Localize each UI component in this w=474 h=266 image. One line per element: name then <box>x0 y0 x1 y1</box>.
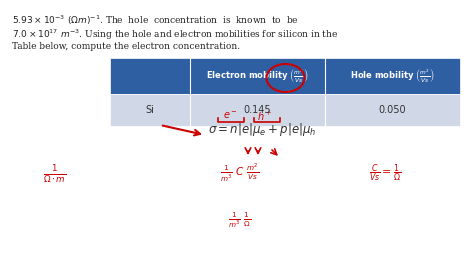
Text: 0.050: 0.050 <box>379 105 406 115</box>
Text: $\frac{C}{Vs} = \frac{1}{\Omega}$: $\frac{C}{Vs} = \frac{1}{\Omega}$ <box>369 163 401 185</box>
Text: $\frac{1}{m^3}\ \frac{1}{\Omega}$: $\frac{1}{m^3}\ \frac{1}{\Omega}$ <box>228 210 252 230</box>
Text: $h^+$: $h^+$ <box>257 110 273 123</box>
Text: $\sigma = n|e|\mu_e + p|e|\mu_h$: $\sigma = n|e|\mu_e + p|e|\mu_h$ <box>208 122 317 139</box>
Text: $e^-$: $e^-$ <box>223 110 237 121</box>
Text: Si: Si <box>146 105 155 115</box>
Text: $\frac{1}{m^3}\ C\ \frac{m^2}{Vs}$: $\frac{1}{m^3}\ C\ \frac{m^2}{Vs}$ <box>220 163 259 184</box>
Text: Table below, compute the electron concentration.: Table below, compute the electron concen… <box>12 42 240 51</box>
Text: $\frac{1}{\Omega \cdot m}$: $\frac{1}{\Omega \cdot m}$ <box>43 163 67 185</box>
FancyBboxPatch shape <box>110 94 460 126</box>
Text: 0.145: 0.145 <box>244 105 271 115</box>
Text: $7.0 \times 10^{17}\ m^{-3}$. Using the hole and electron mobilities for silicon: $7.0 \times 10^{17}\ m^{-3}$. Using the … <box>12 28 338 42</box>
Text: Hole mobility $\left(\frac{m^2}{Vs}\right)$: Hole mobility $\left(\frac{m^2}{Vs}\righ… <box>350 67 435 85</box>
FancyBboxPatch shape <box>110 58 460 94</box>
Text: Electron mobility $\left(\frac{m^2}{Vs}\right)$: Electron mobility $\left(\frac{m^2}{Vs}\… <box>206 67 309 85</box>
Text: $5.93 \times 10^{-3}\ (\Omega m)^{-1}$. The  hole  concentration  is  known  to : $5.93 \times 10^{-3}\ (\Omega m)^{-1}$. … <box>12 14 299 27</box>
